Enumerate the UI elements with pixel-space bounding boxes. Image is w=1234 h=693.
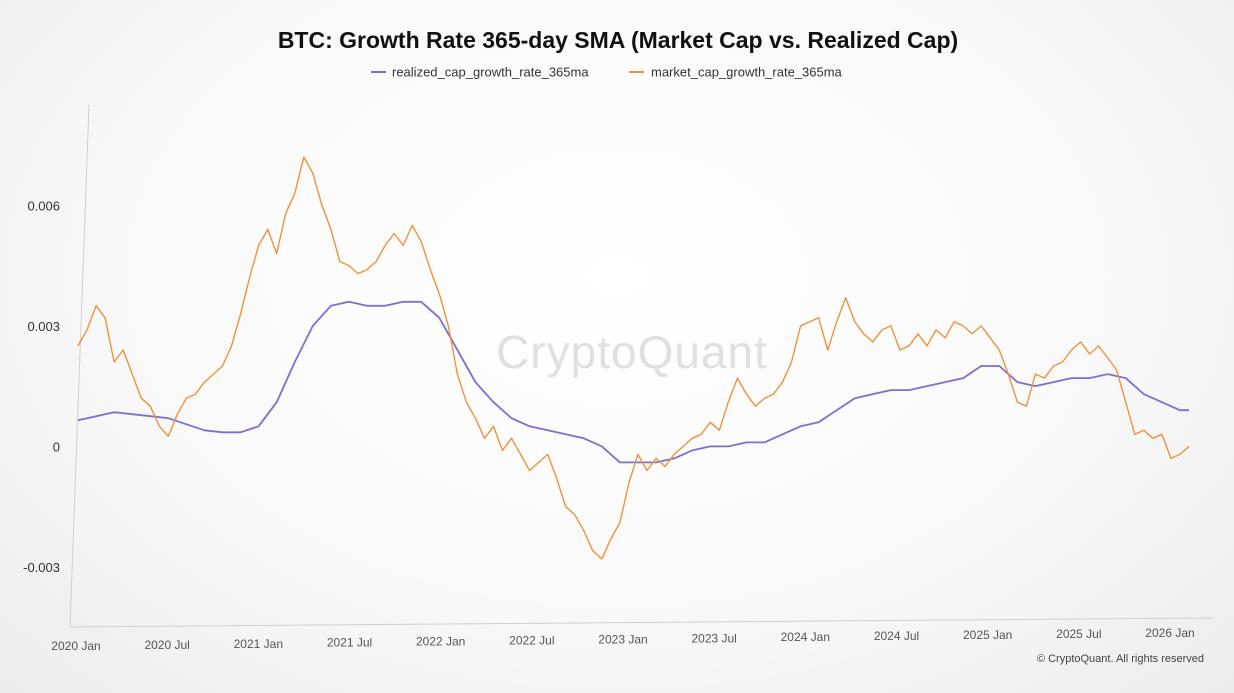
- series-market-cap-line: [77, 156, 1190, 560]
- x-tick-label: 2021 Jul: [327, 636, 372, 650]
- x-tick-label: 2025 Jan: [963, 628, 1012, 642]
- x-tick-label: 2024 Jul: [874, 629, 919, 643]
- x-axis-line: [69, 617, 1213, 628]
- legend-label-market[interactable]: market_cap_growth_rate_365ma: [651, 65, 843, 80]
- y-tick-label: 0.006: [27, 198, 60, 213]
- y-tick-label: -0.003: [23, 560, 60, 575]
- x-tick-labels: 2020 Jan 2020 Jul 2021 Jan 2021 Jul 2022 Jan…: [51, 626, 1194, 653]
- x-tick-label: 2023 Jul: [691, 631, 736, 645]
- x-tick-label: 2025 Jul: [1056, 627, 1101, 641]
- x-tick-label: 2020 Jan: [51, 639, 100, 653]
- x-tick-label: 2023 Jan: [598, 632, 647, 646]
- y-axis-line: [69, 104, 90, 628]
- y-tick-label: 0: [53, 439, 60, 454]
- x-tick-label: 2024 Jan: [781, 630, 830, 644]
- series-layer: [77, 156, 1190, 560]
- legend-label-realized[interactable]: realized_cap_growth_rate_365ma: [392, 65, 589, 80]
- x-tick-label: 2021 Jan: [234, 637, 283, 651]
- y-tick-label: 0.003: [27, 319, 60, 334]
- x-tick-label: 2022 Jul: [509, 634, 554, 648]
- copyright-text: © CryptoQuant. All rights reserved: [1037, 653, 1204, 665]
- x-tick-label: 2026 Jan: [1145, 626, 1194, 640]
- chart-title: BTC: Growth Rate 365-day SMA (Market Cap…: [278, 27, 958, 53]
- x-tick-label: 2022 Jan: [416, 635, 465, 649]
- x-tick-label: 2020 Jul: [144, 638, 189, 652]
- legend[interactable]: realized_cap_growth_rate_365ma market_ca…: [371, 65, 843, 80]
- series-realized-cap-line: [77, 300, 1189, 464]
- y-tick-labels: 0.006 0.003 0 -0.003: [23, 198, 60, 575]
- watermark: CryptoQuant: [496, 326, 768, 378]
